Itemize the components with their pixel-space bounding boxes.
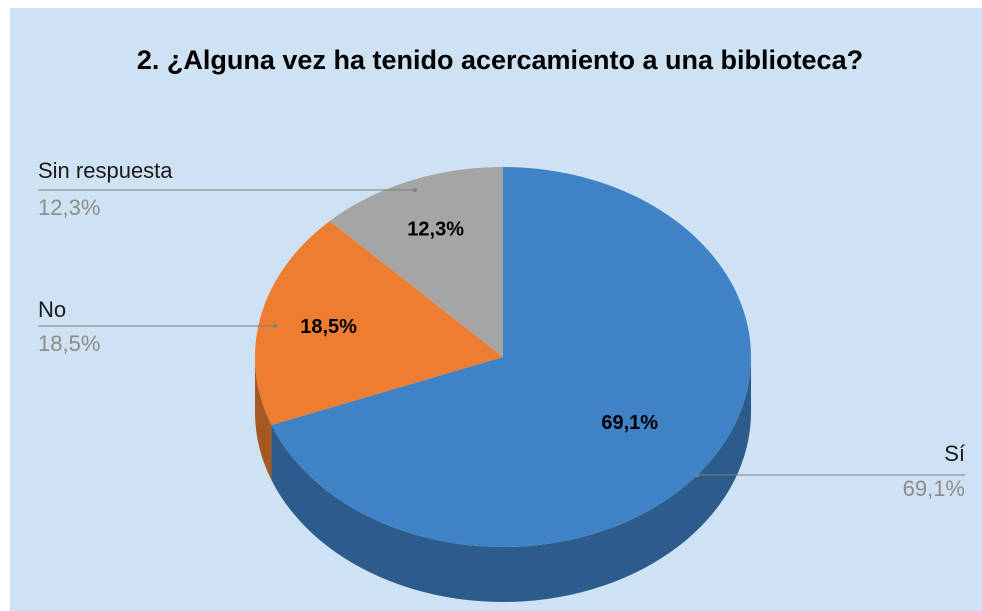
legend-label: No xyxy=(38,297,66,322)
slice xyxy=(329,167,503,357)
slice-side xyxy=(271,357,751,602)
legend-value: 12,3% xyxy=(38,195,100,220)
legend-label: Sí xyxy=(944,441,965,466)
data-label: 18,5% xyxy=(300,316,357,338)
slice xyxy=(271,167,751,547)
data-label: 69,1% xyxy=(601,412,658,434)
legend-label: Sin respuesta xyxy=(38,158,173,183)
legend-value: 69,1% xyxy=(903,476,965,501)
slice xyxy=(255,221,503,426)
leader-dot xyxy=(273,324,277,328)
data-label: 12,3% xyxy=(407,219,464,241)
chart-title: 2. ¿Alguna vez ha tenido acercamiento a … xyxy=(137,45,863,75)
leader-dot xyxy=(413,188,417,192)
leader-dot xyxy=(695,473,699,477)
legend-value: 18,5% xyxy=(38,331,100,356)
slice-side xyxy=(255,357,272,481)
